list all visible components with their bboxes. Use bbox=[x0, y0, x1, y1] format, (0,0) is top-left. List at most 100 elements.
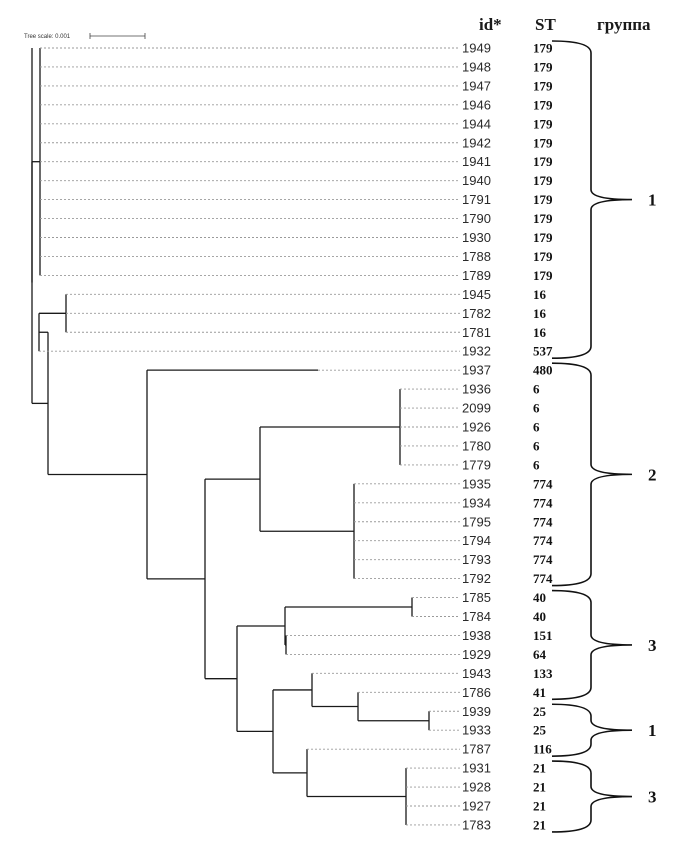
st-value-label: 6 bbox=[533, 438, 540, 453]
group-brace bbox=[551, 362, 633, 587]
leaf-id-label: 1941 bbox=[462, 154, 491, 169]
st-value-label: 774 bbox=[533, 514, 553, 529]
leaf-id-label: 1947 bbox=[462, 78, 491, 93]
leaf-id-label: 1944 bbox=[462, 116, 491, 131]
st-value-label: 179 bbox=[533, 41, 553, 56]
group-label: 3 bbox=[648, 636, 657, 655]
st-value-label: 6 bbox=[533, 382, 540, 397]
leaf-id-label: 1929 bbox=[462, 647, 491, 662]
st-value-label: 21 bbox=[533, 761, 546, 776]
tree-scale-label: Tree scale: 0.001 bbox=[24, 34, 71, 40]
leaf-id-label: 1943 bbox=[462, 666, 491, 681]
leaf-id-label: 1937 bbox=[462, 363, 491, 378]
st-value-label: 179 bbox=[533, 59, 553, 74]
st-value-label: 40 bbox=[533, 609, 546, 624]
group-brace bbox=[551, 760, 633, 833]
group-label: 1 bbox=[648, 721, 657, 740]
leaf-id-label: 1791 bbox=[462, 192, 491, 207]
st-value-label: 6 bbox=[533, 420, 540, 435]
leaf-id-label: 1795 bbox=[462, 514, 491, 529]
leaf-id-label: 1948 bbox=[462, 59, 491, 74]
st-value-label: 16 bbox=[533, 325, 547, 340]
st-value-label: 6 bbox=[533, 401, 540, 416]
st-value-label: 179 bbox=[533, 78, 553, 93]
leaf-id-label: 1790 bbox=[462, 211, 491, 226]
leaf-id-label: 1942 bbox=[462, 135, 491, 150]
leaf-id-labels: 1949 1948 1947 1946 1944 1942 1941 1940 1791 1790… bbox=[462, 41, 491, 833]
st-value-label: 537 bbox=[533, 344, 553, 359]
st-labels: 179 179 179 179 179 179 179 179 179 179 179 179 179 1… bbox=[533, 41, 553, 833]
leaf-id-label: 1938 bbox=[462, 628, 491, 643]
st-value-label: 179 bbox=[533, 268, 553, 283]
leaf-id-label: 1940 bbox=[462, 173, 491, 188]
st-value-label: 774 bbox=[533, 476, 553, 491]
st-value-label: 774 bbox=[533, 495, 553, 510]
st-value-label: 179 bbox=[533, 192, 553, 207]
group-label: 2 bbox=[648, 465, 657, 484]
leaf-id-label: 1932 bbox=[462, 344, 491, 359]
st-value-label: 64 bbox=[533, 647, 547, 662]
leaf-id-label: 2099 bbox=[462, 401, 491, 416]
leaf-id-label: 1945 bbox=[462, 287, 491, 302]
st-value-label: 179 bbox=[533, 154, 553, 169]
st-value-label: 21 bbox=[533, 799, 546, 814]
st-value-label: 179 bbox=[533, 211, 553, 226]
st-value-label: 179 bbox=[533, 135, 553, 150]
leaf-id-label: 1949 bbox=[462, 41, 491, 56]
st-value-label: 25 bbox=[533, 723, 547, 738]
group-brace bbox=[551, 703, 633, 757]
leaf-id-label: 1786 bbox=[462, 685, 491, 700]
leaf-id-label: 1931 bbox=[462, 761, 491, 776]
leaf-id-label: 1934 bbox=[462, 495, 491, 510]
st-value-label: 774 bbox=[533, 552, 553, 567]
st-value-label: 179 bbox=[533, 230, 553, 245]
leaf-id-label: 1781 bbox=[462, 325, 491, 340]
st-value-label: 16 bbox=[533, 287, 547, 302]
st-value-label: 25 bbox=[533, 704, 547, 719]
leaf-id-label: 1794 bbox=[462, 533, 491, 548]
group-braces: 1 2 3 1 3 bbox=[551, 40, 657, 833]
group-label: 1 bbox=[648, 191, 657, 210]
st-value-label: 151 bbox=[533, 628, 553, 643]
group-brace bbox=[551, 40, 633, 359]
st-value-label: 41 bbox=[533, 685, 546, 700]
st-value-label: 179 bbox=[533, 116, 553, 131]
leaf-id-label: 1946 bbox=[462, 97, 491, 112]
st-value-label: 6 bbox=[533, 457, 540, 472]
st-value-label: 179 bbox=[533, 97, 553, 112]
tree-branches bbox=[31, 48, 430, 825]
leaf-id-label: 1927 bbox=[462, 799, 491, 814]
leaf-id-label: 1789 bbox=[462, 268, 491, 283]
st-value-label: 16 bbox=[533, 306, 547, 321]
st-value-label: 774 bbox=[533, 571, 553, 586]
leaf-id-label: 1784 bbox=[462, 609, 491, 624]
leaf-id-label: 1936 bbox=[462, 382, 491, 397]
leaf-id-label: 1933 bbox=[462, 723, 491, 738]
id-column-header: id* bbox=[479, 15, 502, 34]
st-value-label: 21 bbox=[533, 817, 546, 832]
st-value-label: 116 bbox=[533, 742, 552, 757]
st-column-header: ST bbox=[535, 15, 556, 34]
leaf-id-label: 1785 bbox=[462, 590, 491, 605]
group-brace bbox=[551, 589, 633, 701]
st-value-label: 21 bbox=[533, 780, 546, 795]
leaf-id-label: 1788 bbox=[462, 249, 491, 264]
st-value-label: 179 bbox=[533, 249, 553, 264]
st-value-label: 40 bbox=[533, 590, 546, 605]
leaf-id-label: 1782 bbox=[462, 306, 491, 321]
st-value-label: 133 bbox=[533, 666, 553, 681]
leaf-id-label: 1928 bbox=[462, 780, 491, 795]
st-value-label: 480 bbox=[533, 363, 553, 378]
leaf-id-label: 1930 bbox=[462, 230, 491, 245]
st-value-label: 179 bbox=[533, 173, 553, 188]
group-label: 3 bbox=[648, 788, 657, 807]
leaf-id-label: 1787 bbox=[462, 742, 491, 757]
leaf-id-label: 1793 bbox=[462, 552, 491, 567]
st-value-label: 774 bbox=[533, 533, 553, 548]
leaf-id-label: 1780 bbox=[462, 438, 491, 453]
group-column-header: группа bbox=[597, 15, 651, 34]
leaf-id-label: 1779 bbox=[462, 457, 491, 472]
leaf-dotted-lines bbox=[39, 47, 460, 826]
leaf-id-label: 1939 bbox=[462, 704, 491, 719]
